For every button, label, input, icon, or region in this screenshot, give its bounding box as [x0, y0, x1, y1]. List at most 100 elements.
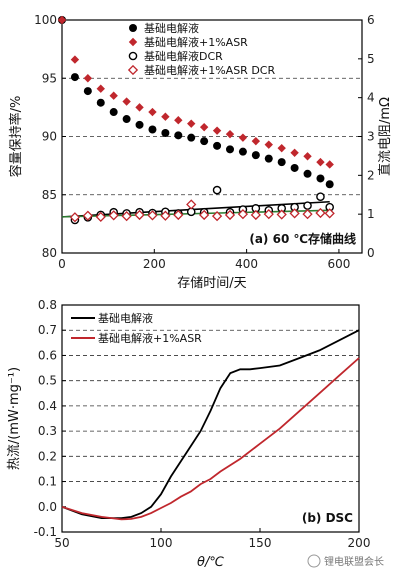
y-tick-label: 0.1	[38, 475, 57, 489]
data-point	[289, 208, 300, 219]
data-point	[277, 143, 286, 153]
data-point	[173, 209, 184, 221]
data-point	[174, 131, 183, 140]
legend-label: 基础电解液DCR	[144, 49, 223, 63]
data-point	[263, 209, 274, 220]
data-point	[276, 209, 287, 220]
data-point	[109, 108, 118, 117]
x-tick-label: 0	[58, 257, 66, 271]
data-point	[325, 180, 334, 189]
y2-tick-label: 1	[367, 207, 375, 221]
watermark-icon	[307, 554, 321, 568]
data-point	[290, 163, 299, 172]
data-point	[186, 199, 197, 210]
x-tick-label: 50	[54, 536, 69, 550]
data-point	[316, 157, 325, 167]
data-point	[96, 98, 105, 107]
data-point	[316, 174, 325, 183]
legend-label: 基础电解液+1%ASR	[98, 331, 202, 345]
data-point	[212, 126, 222, 135]
legend-marker	[129, 24, 137, 32]
panel-label: (a) 60 ℃存储曲线	[249, 231, 356, 246]
y-tick-label: 0.0	[38, 500, 57, 514]
y-tick-label: 0.3	[38, 424, 57, 438]
data-point	[135, 103, 144, 112]
data-point	[290, 148, 299, 158]
data-point	[251, 151, 260, 160]
series-capacity	[57, 15, 334, 169]
series-line	[61, 329, 360, 519]
y-tick-label: 95	[42, 71, 57, 85]
data-point	[174, 115, 183, 125]
data-point	[148, 107, 157, 117]
data-point	[187, 119, 196, 128]
data-point	[238, 147, 247, 156]
x-axis-label: 存储时间/天	[177, 276, 246, 291]
data-point	[225, 129, 235, 139]
y-tick-label: 0.8	[38, 298, 57, 312]
data-point	[148, 125, 157, 134]
watermark: 锂电联盟会长	[307, 554, 384, 568]
data-point	[95, 211, 106, 223]
trendline	[61, 200, 330, 218]
data-point	[264, 140, 273, 149]
plot-frame	[61, 304, 360, 533]
x-tick-label: 400	[235, 257, 258, 271]
data-point	[70, 73, 79, 82]
data-point	[303, 201, 312, 210]
legend-label: 基础电解液+1%ASR	[144, 35, 248, 49]
data-point	[199, 122, 209, 132]
y-tick-label: 0.7	[38, 323, 57, 337]
y2-tick-label: 2	[367, 168, 375, 182]
data-point	[316, 192, 325, 201]
y-tick-label: 0.4	[38, 399, 57, 413]
data-point	[237, 209, 249, 220]
y2-tick-label: 5	[367, 52, 375, 66]
data-point	[161, 129, 170, 138]
y-tick-label: -0.1	[34, 525, 57, 539]
x-tick-label: 200	[348, 536, 371, 550]
y2-tick-label: 6	[367, 13, 375, 27]
panel-label: (b) DSC	[302, 511, 353, 525]
data-point	[264, 154, 273, 163]
data-point	[325, 160, 334, 169]
data-point	[211, 210, 223, 222]
x-tick-label: 200	[143, 257, 166, 271]
data-point	[324, 208, 335, 219]
data-point	[200, 137, 209, 146]
y-tick-label: 80	[42, 246, 57, 260]
legend-marker	[127, 64, 139, 76]
trendline	[61, 209, 330, 218]
data-point	[109, 91, 118, 100]
data-point	[277, 158, 286, 167]
data-point	[83, 87, 92, 96]
x-tick-label: 600	[327, 257, 350, 271]
y-axis-label: 容量保持率/%	[8, 96, 24, 178]
legend-marker	[128, 51, 138, 61]
chart-dsc: 50 100 150 200 -0.1 0.0 0.1 0.2 0.3 0.4 0.5 0.6 0.7 0…	[7, 298, 370, 570]
x-tick-label: 150	[249, 536, 272, 550]
y-axis-label: 热流/(mW·mg⁻¹)	[7, 367, 22, 470]
legend-label: 基础电解液+1%ASR DCR	[144, 63, 275, 77]
series-dcr	[69, 199, 335, 223]
data-point	[161, 112, 170, 121]
data-point	[160, 210, 171, 221]
data-point	[302, 209, 313, 220]
data-point	[251, 136, 261, 146]
plot-frame	[61, 19, 363, 254]
y-tick-label: 0.5	[38, 374, 57, 388]
data-point	[199, 209, 210, 221]
y-tick-label: 0.6	[38, 348, 57, 362]
data-point	[69, 212, 81, 223]
legend-label: 基础电解液	[144, 21, 199, 35]
data-point	[213, 141, 222, 150]
data-point	[187, 133, 196, 142]
data-point	[147, 210, 158, 221]
data-point	[70, 55, 80, 64]
data-point	[135, 120, 144, 129]
data-point	[122, 97, 131, 106]
data-point	[212, 185, 222, 195]
